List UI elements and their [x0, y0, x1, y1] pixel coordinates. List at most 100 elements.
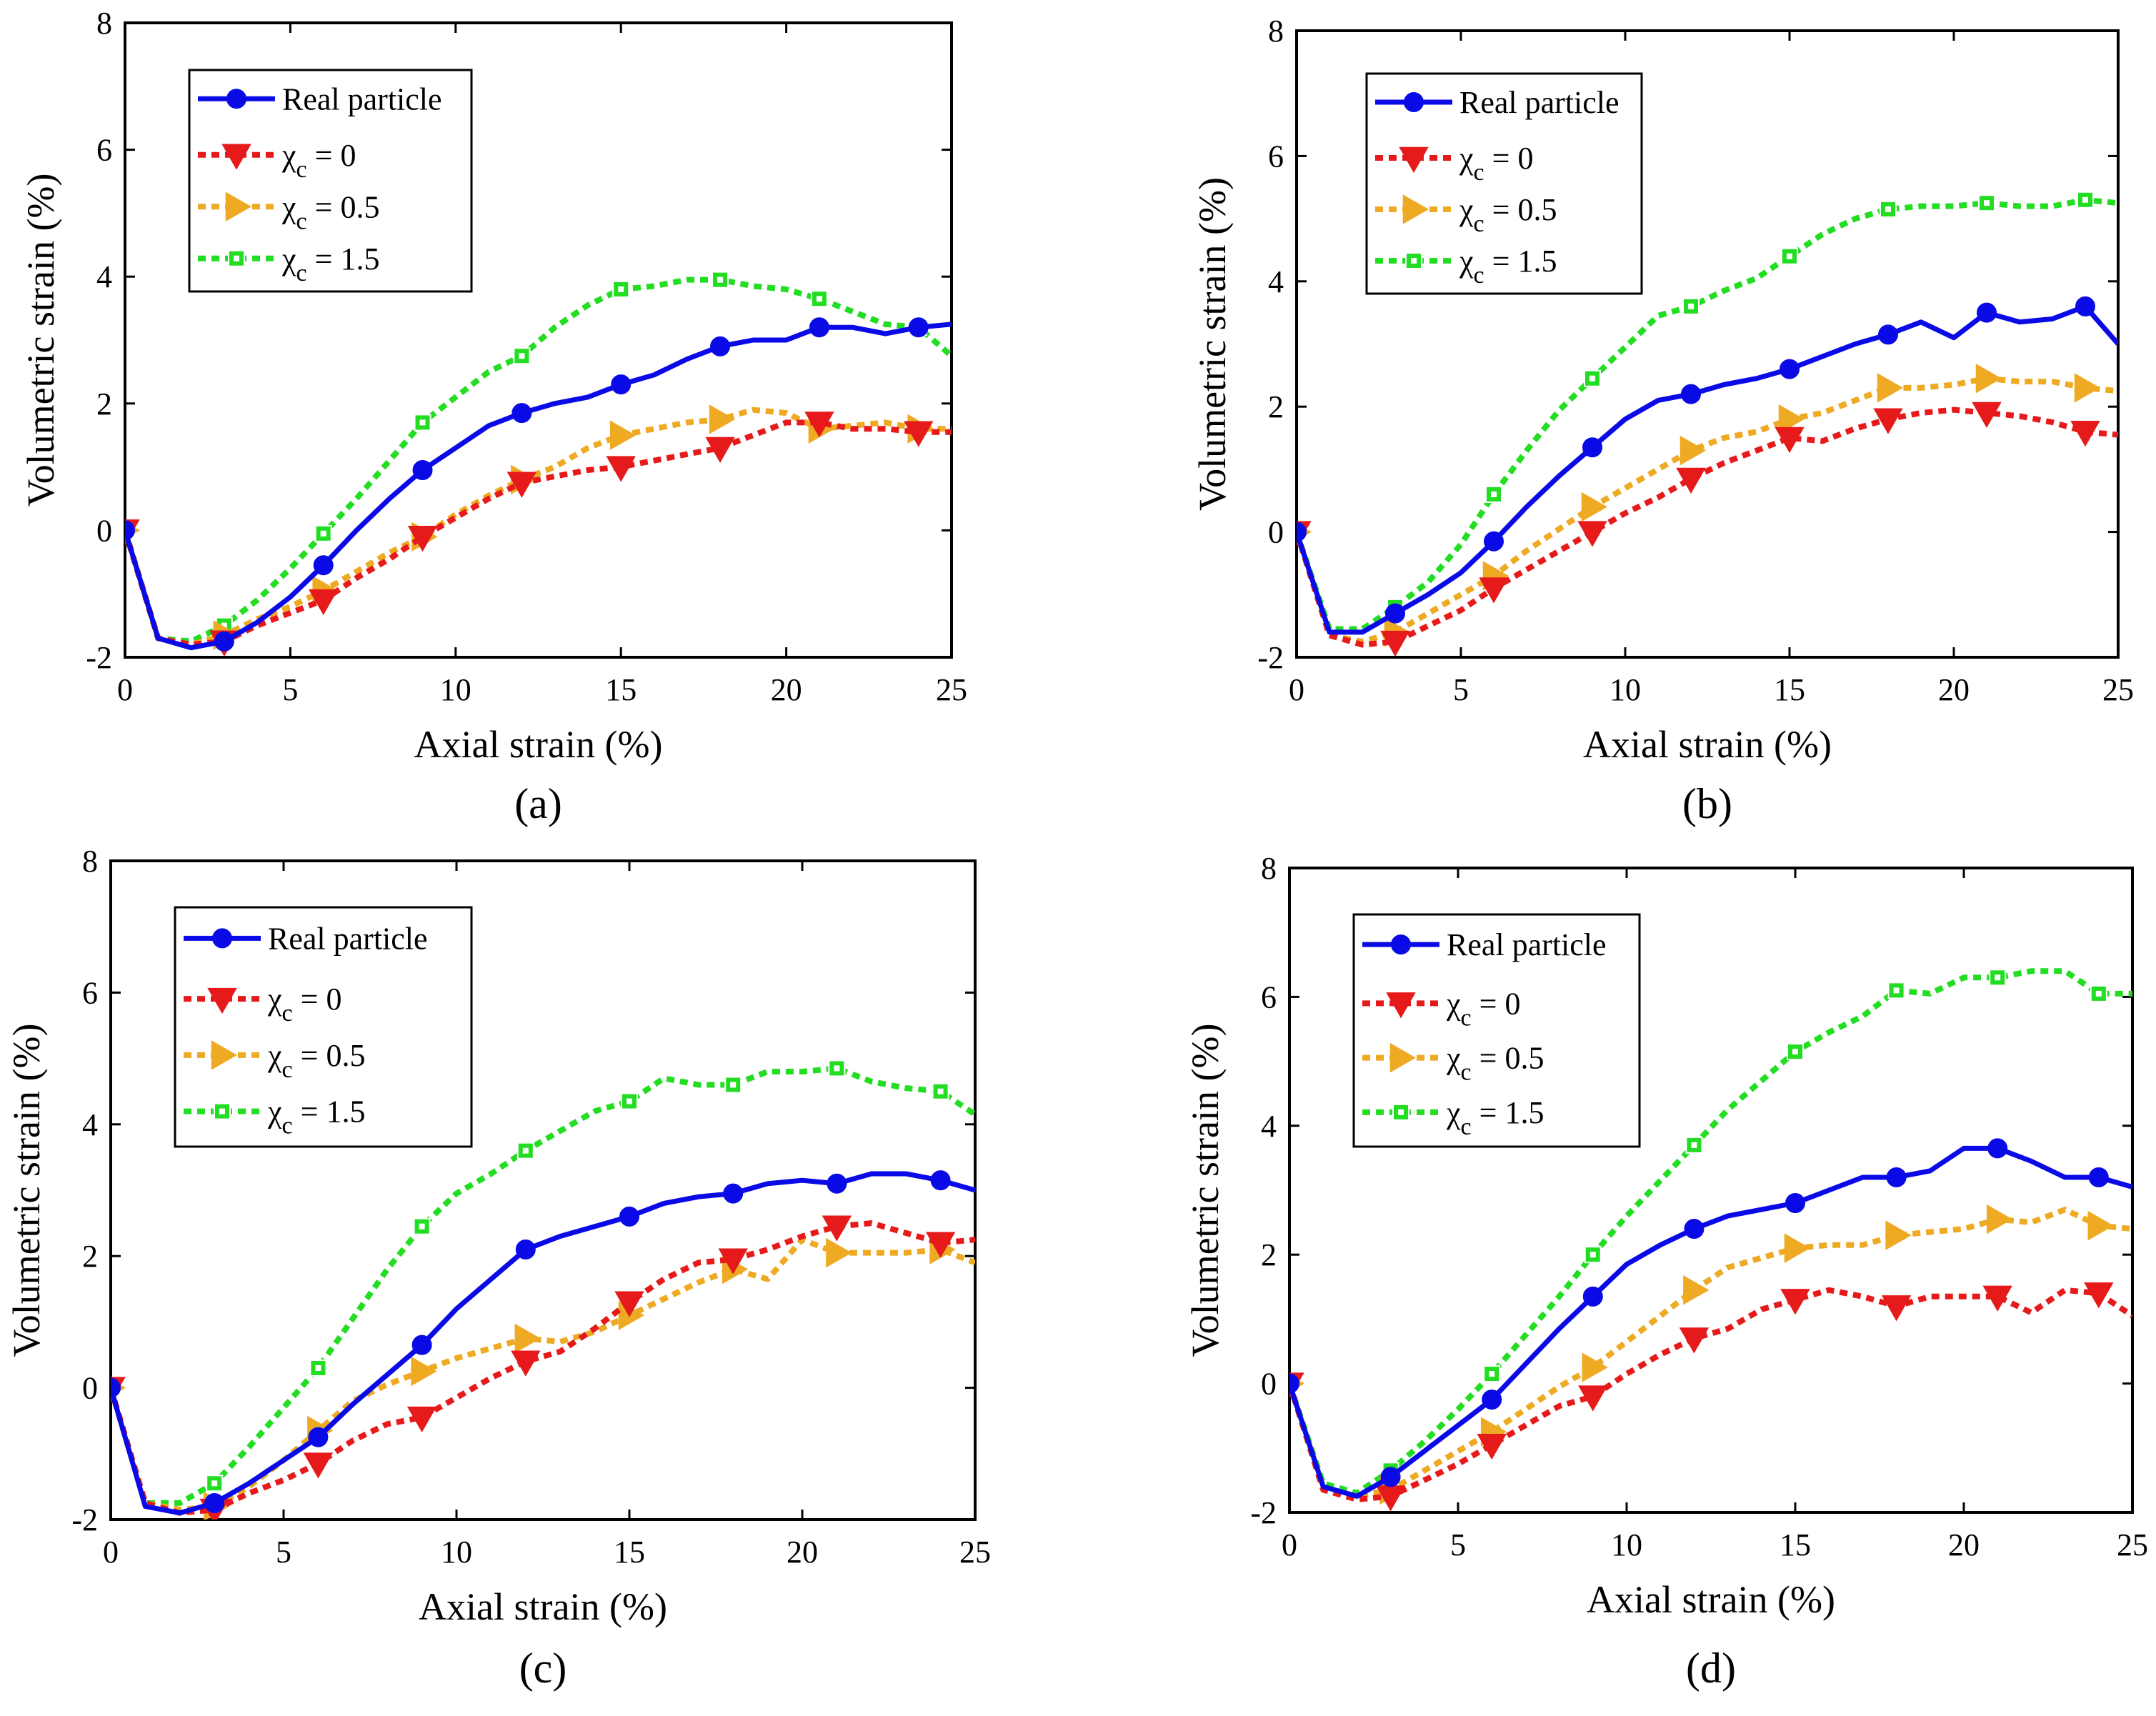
- data-point-chi15-center: [1589, 1252, 1596, 1258]
- data-point-real: [1482, 1390, 1502, 1410]
- y-tick-label: 8: [1268, 14, 1284, 49]
- data-point-real: [1780, 359, 1800, 379]
- x-tick-label: 0: [117, 672, 133, 707]
- data-point-chi0: [1479, 577, 1509, 604]
- data-point-chi0: [511, 1350, 541, 1377]
- series-layer: [1289, 968, 2132, 1512]
- panel-caption: (b): [1682, 780, 1732, 827]
- panel-caption: (d): [1686, 1645, 1736, 1692]
- series-line-chi15: [1297, 196, 2118, 632]
- data-point-chi15-center: [618, 286, 624, 292]
- x-tick-label: 15: [614, 1535, 645, 1570]
- legend-label-subscript: c: [1474, 211, 1484, 237]
- y-tick-label: 6: [1261, 979, 1277, 1014]
- y-tick-label: 8: [82, 844, 98, 879]
- data-point-real: [1681, 384, 1701, 404]
- x-tick-label: 10: [440, 672, 471, 707]
- data-point-real: [1297, 522, 1307, 542]
- legend-label-symbol: χ: [267, 1038, 282, 1073]
- legend-label-subscript: c: [1474, 262, 1484, 289]
- legend-marker-chi05: [1402, 194, 1429, 224]
- legend-label-value: = 1.5: [1472, 1095, 1544, 1130]
- legend-label-subscript: c: [1461, 1114, 1472, 1140]
- data-point-chi0: [407, 526, 438, 552]
- legend-label-value: = 0.5: [1472, 1041, 1544, 1076]
- x-tick-label: 5: [282, 672, 298, 707]
- series-chi15: [125, 271, 952, 644]
- legend-marker-chi15-center: [1411, 258, 1417, 264]
- legend-label-value: = 0: [307, 138, 356, 173]
- x-tick-label: 15: [1780, 1527, 1811, 1562]
- legend-label-chi05: χc = 0.5: [1459, 192, 1557, 237]
- data-point-real: [111, 1377, 121, 1398]
- y-tick-label: 0: [1268, 515, 1284, 550]
- legend-label-real: Real particle: [1447, 927, 1607, 962]
- x-tick-label: 15: [605, 672, 637, 707]
- data-point-real: [1785, 1193, 1805, 1214]
- series-real: [1297, 296, 2118, 635]
- y-tick-label: -2: [71, 1502, 98, 1537]
- legend-label-symbol: χ: [1446, 1095, 1461, 1130]
- data-point-chi15-center: [320, 530, 326, 537]
- data-point-chi0: [506, 472, 537, 498]
- series-chi0: [1289, 1282, 2132, 1512]
- data-point-chi05: [2087, 1210, 2114, 1241]
- legend-label-subscript: c: [282, 1113, 293, 1139]
- legend-label-subscript: c: [282, 1000, 293, 1027]
- data-point-chi15-center: [1691, 1142, 1697, 1148]
- legend-label-value: = 0: [293, 982, 342, 1017]
- legend-label-chi0: χc = 0: [267, 982, 341, 1027]
- panel-caption: (a): [514, 780, 562, 827]
- data-point-chi05: [1975, 364, 2002, 394]
- data-point-chi0: [1676, 467, 1706, 494]
- data-point-chi0: [1972, 401, 2002, 428]
- x-axis-label: Axial strain (%): [1587, 1578, 1835, 1621]
- data-point-chi15-center: [1984, 200, 1990, 206]
- data-point-real: [1878, 324, 1898, 345]
- x-tick-label: 10: [441, 1535, 472, 1570]
- x-axis-label: Axial strain (%): [414, 723, 663, 766]
- x-tick-label: 5: [1450, 1527, 1466, 1562]
- x-tick-label: 0: [1289, 672, 1304, 707]
- data-point-chi0: [718, 1248, 748, 1274]
- legend-marker-real: [1404, 92, 1424, 112]
- data-point-chi15-center: [730, 1082, 737, 1088]
- legend-label-symbol: χ: [1446, 986, 1461, 1021]
- data-point-chi05: [609, 420, 637, 450]
- data-point-chi15-center: [522, 1147, 529, 1154]
- data-point-real: [1582, 437, 1602, 458]
- panel-caption: (c): [519, 1645, 567, 1692]
- legend-label-subscript: c: [296, 156, 307, 183]
- series-real: [125, 317, 952, 652]
- data-point-real: [1886, 1167, 1907, 1187]
- data-point-chi0: [1881, 1295, 1912, 1322]
- data-point-chi0: [308, 589, 339, 616]
- legend-label-symbol: χ: [267, 982, 282, 1017]
- legend-label-symbol: χ: [1459, 141, 1474, 176]
- x-tick-label: 10: [1609, 672, 1641, 707]
- legend-marker-chi0: [221, 144, 251, 170]
- data-point-chi15-center: [211, 1480, 218, 1487]
- y-tick-label: 8: [96, 6, 112, 41]
- legend-marker-chi05: [1389, 1042, 1417, 1073]
- data-point-real: [2088, 1167, 2109, 1187]
- data-point-chi15-center: [1893, 987, 1900, 994]
- series-layer: [125, 271, 952, 657]
- y-axis-label: Volumetric strain (%): [5, 1024, 48, 1357]
- legend-label-value: = 1.5: [1484, 244, 1557, 279]
- legend-label-real: Real particle: [282, 81, 442, 116]
- data-point-chi15-center: [816, 296, 822, 302]
- data-point-real: [1385, 603, 1405, 624]
- y-tick-label: -2: [1250, 1495, 1277, 1530]
- legend-label-subscript: c: [282, 1057, 293, 1083]
- x-tick-label: 10: [1611, 1527, 1642, 1562]
- legend-label-value: = 0.5: [293, 1038, 366, 1073]
- data-point-chi0: [925, 1232, 956, 1258]
- data-point-real: [1582, 1286, 1603, 1307]
- x-tick-label: 5: [276, 1535, 291, 1570]
- x-tick-label: 0: [103, 1535, 119, 1570]
